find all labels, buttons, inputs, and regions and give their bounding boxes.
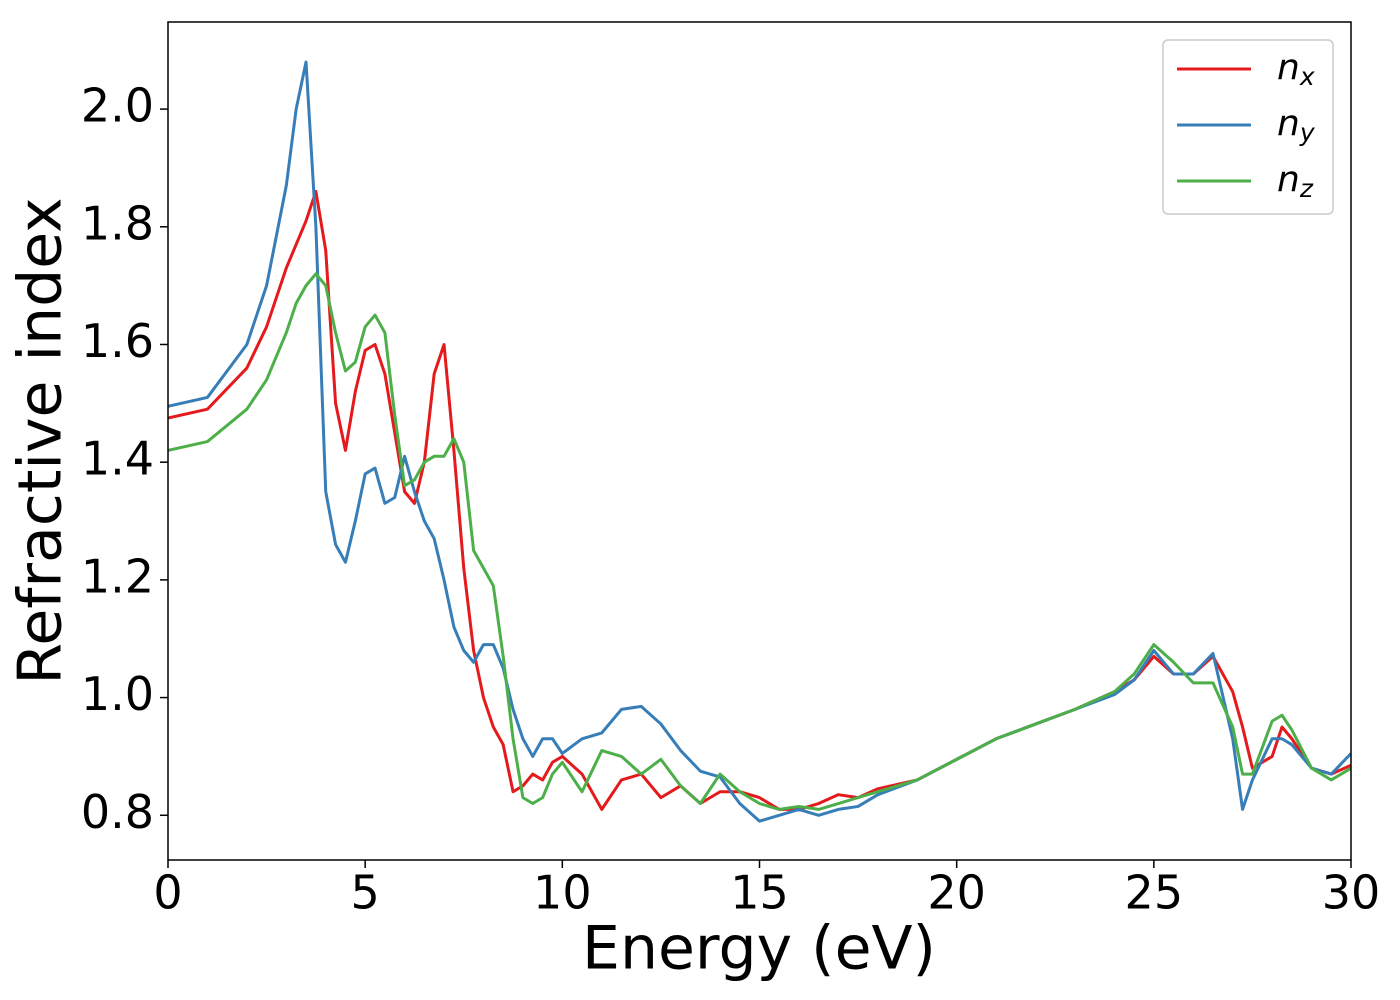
x-tick-label: 25 [1125, 866, 1184, 920]
series-line [168, 60, 1351, 823]
series-line [168, 272, 1351, 811]
y-tick-label: 1.2 [81, 549, 154, 603]
y-tick-label: 1.0 [81, 667, 154, 721]
x-tick-label: 0 [153, 866, 182, 920]
legend-label: nx [1277, 47, 1315, 91]
series-line [168, 189, 1351, 811]
y-axis-label: Refractive index [6, 197, 76, 684]
x-tick-label: 20 [927, 866, 986, 920]
x-tick-label: 30 [1322, 866, 1381, 920]
y-tick-label: 2.0 [81, 79, 154, 133]
y-tick-label: 0.8 [81, 785, 154, 839]
x-tick-label: 10 [533, 866, 592, 920]
legend-box [1162, 39, 1334, 215]
x-axis-label: Energy (eV) [582, 914, 936, 984]
y-tick-label: 1.4 [81, 432, 154, 486]
legend-label: ny [1277, 103, 1316, 147]
legend-label: nz [1277, 159, 1314, 203]
y-tick-label: 1.6 [81, 314, 154, 368]
x-tick-label: 5 [351, 866, 380, 920]
x-tick-label: 15 [730, 866, 789, 920]
y-tick-label: 1.8 [81, 196, 154, 250]
plot-frame [167, 21, 1352, 861]
